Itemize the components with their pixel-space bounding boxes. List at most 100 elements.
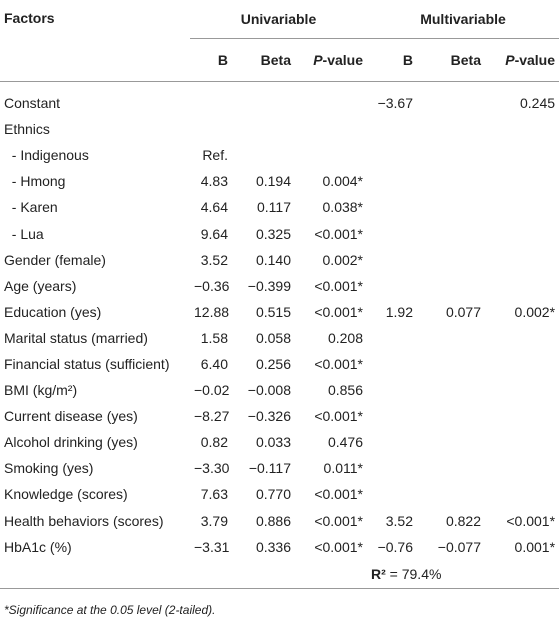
cell: 1.58 xyxy=(200,329,228,346)
empty-cell xyxy=(485,142,559,168)
table-row: Financial status (sufficient) 6.40 0.256 <0… xyxy=(0,351,559,377)
cell: −0.36 xyxy=(194,277,230,294)
empty-cell xyxy=(367,247,417,273)
cell: 0.117 xyxy=(257,199,291,216)
empty-cell xyxy=(485,403,559,429)
column-header: Beta xyxy=(417,38,485,82)
row-label: HbA1c (%) xyxy=(4,538,72,555)
empty-cell xyxy=(485,247,559,273)
empty-cell xyxy=(417,455,485,481)
cell: 0.256 xyxy=(255,355,291,372)
empty-cell xyxy=(417,273,485,299)
empty-cell xyxy=(417,116,485,142)
row-label: Health behaviors (scores) xyxy=(4,512,164,529)
results-table: Factors Univariable Multivariable B Beta P… xyxy=(0,0,559,589)
cell: −3.67 xyxy=(377,95,413,112)
table-row: - Lua 9.64 0.325 <0.001* xyxy=(0,220,559,246)
cell: −3.30 xyxy=(194,460,230,477)
cell: <0.001* xyxy=(314,512,363,529)
cell: −0.008 xyxy=(247,382,291,399)
cell: −0.02 xyxy=(194,382,230,399)
cell: 0.886 xyxy=(255,512,291,529)
column-header-part: Beta xyxy=(450,52,481,68)
empty-cell xyxy=(190,82,232,117)
cell: 0.515 xyxy=(255,303,291,320)
r2-label: R² xyxy=(371,565,386,582)
table-row: Marital status (married) 1.58 0.058 0.208 xyxy=(0,325,559,351)
cell: 1.92 xyxy=(385,303,413,320)
table-row: HbA1c (%) −3.31 0.336 <0.001* −0.76 −0.077 0.0… xyxy=(0,534,559,560)
empty-cell xyxy=(367,273,417,299)
cell: Ref. xyxy=(202,147,228,164)
cell: −0.76 xyxy=(377,538,413,555)
cell: 4.83 xyxy=(200,173,228,190)
cell: 0.002* xyxy=(322,251,363,268)
cell: <0.001* xyxy=(314,408,363,425)
column-header-part: B xyxy=(217,52,228,68)
cell: 7.63 xyxy=(200,486,228,503)
row-label: - Lua xyxy=(4,225,44,242)
header-group: Multivariable xyxy=(367,0,559,39)
table-row: Age (years) −0.36 −0.399 <0.001* xyxy=(0,273,559,299)
column-header-part: P xyxy=(505,52,515,68)
empty-cell xyxy=(367,455,417,481)
row-label: Ethnics xyxy=(4,121,50,138)
row-label: Current disease (yes) xyxy=(4,408,138,425)
empty-cell xyxy=(485,116,559,142)
table-row: BMI (kg/m²) −0.02 −0.008 0.856 xyxy=(0,377,559,403)
cell: 0.822 xyxy=(445,512,481,529)
table-row: Constant −3.67 0.245 xyxy=(0,82,559,117)
row-label: Financial status (sufficient) xyxy=(4,355,170,372)
empty-cell xyxy=(232,116,295,142)
cell: −0.077 xyxy=(437,538,481,555)
cell: 0.058 xyxy=(255,329,291,346)
cell: <0.001* xyxy=(314,486,363,503)
cell: <0.001* xyxy=(314,225,363,242)
empty-cell xyxy=(367,481,417,507)
row-label: Marital status (married) xyxy=(4,329,148,346)
empty-cell xyxy=(367,429,417,455)
cell: 0.077 xyxy=(445,303,481,320)
cell: 0.140 xyxy=(255,251,291,268)
table-row: Knowledge (scores) 7.63 0.770 <0.001* xyxy=(0,481,559,507)
row-label: - Indigenous xyxy=(4,147,89,164)
table-row: - Karen 4.64 0.117 0.038* xyxy=(0,194,559,220)
empty-cell xyxy=(485,377,559,403)
table-row: Smoking (yes) −3.30 −0.117 0.011* xyxy=(0,455,559,481)
empty-cell xyxy=(232,82,295,117)
row-label: - Karen xyxy=(4,199,58,216)
empty-cell xyxy=(417,142,485,168)
empty-cell xyxy=(485,273,559,299)
cell: 0.011* xyxy=(323,460,363,477)
column-header-part: B xyxy=(402,52,413,68)
cell: <0.001* xyxy=(314,277,363,294)
row-label: Age (years) xyxy=(4,277,77,294)
r2-row: R² = 79.4% xyxy=(0,559,559,589)
cell: 12.88 xyxy=(194,303,230,320)
row-label: Constant xyxy=(4,95,61,112)
r2-cell: R² = 79.4% xyxy=(367,559,559,589)
cell: −0.326 xyxy=(247,408,291,425)
cell: −8.27 xyxy=(194,408,230,425)
cell: 0.001* xyxy=(514,538,556,555)
cell: <0.001* xyxy=(506,512,556,529)
column-header: P-value xyxy=(485,38,559,82)
empty-cell xyxy=(0,559,367,589)
cell: 9.64 xyxy=(200,225,228,242)
empty-cell xyxy=(367,377,417,403)
cell: 0.194 xyxy=(255,173,291,190)
empty-cell xyxy=(417,403,485,429)
empty-cell xyxy=(190,116,232,142)
empty-cell xyxy=(417,194,485,220)
header-group: Univariable xyxy=(190,0,367,39)
column-header: P-value xyxy=(295,38,367,82)
cell: 0.336 xyxy=(255,538,291,555)
cell: 4.64 xyxy=(200,199,228,216)
empty-cell xyxy=(485,455,559,481)
cell: <0.001* xyxy=(314,303,363,320)
column-header-part: -value xyxy=(322,52,363,68)
cell: 0.208 xyxy=(327,329,363,346)
cell: 3.52 xyxy=(200,251,228,268)
cell: 0.770 xyxy=(255,486,291,503)
empty-cell xyxy=(417,247,485,273)
